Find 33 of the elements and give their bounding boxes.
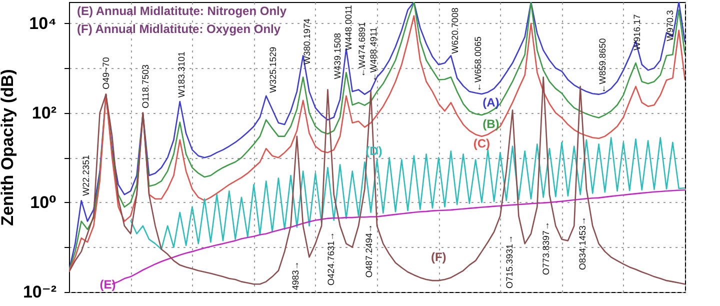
annotation: (F) Annual Midlatitute: Oxygen Only [77,22,281,36]
annotation: W325.1529 [268,46,278,93]
annotation: W183.3101 [176,52,187,98]
annotation: O118.7503 [140,64,150,108]
annotation: W916.17 [632,14,642,50]
y-tick-label: 10² [32,103,57,122]
series-label: (E) [100,278,116,292]
annotation: ←W488.4911 [368,27,378,82]
y-tick-label: 10⁴ [29,14,56,33]
annotation: O49~70 [100,57,111,90]
annotation: ←W474.6891 [357,22,368,78]
annotation: (E) Annual Midlatitute: Nitrogen Only [77,4,287,18]
annotation: ←W658.0065 [473,36,484,92]
annotation: O424.7631→ [326,232,336,286]
annotation: W22.2351 [81,154,92,196]
y-tick-label: 10⁻² [22,282,57,302]
annotation: 4983→ [290,261,301,290]
y-axis-title: Zenith Opacity (dB) [0,69,17,226]
annotation: O487.2494→ [364,224,374,278]
series-label: (C) [473,136,490,150]
annotation: W448.0011 [344,4,354,50]
annotation: W620.7008 [450,8,460,54]
y-tick-label: 10⁰ [30,192,56,212]
annotation: W439.1508 [332,33,343,80]
annotation: W970.3 [665,10,676,42]
series-label: (B) [482,116,500,131]
series-label: (A) [482,96,500,110]
annotation: W380.1974 [302,18,312,65]
annotation: ←W859.8650 [597,38,608,94]
series-label: (F) [430,250,446,264]
annotation: O773.8397→ [540,221,551,275]
annotation: O715.3931→ [504,234,514,288]
annotation: O834.1453→ [578,216,588,270]
